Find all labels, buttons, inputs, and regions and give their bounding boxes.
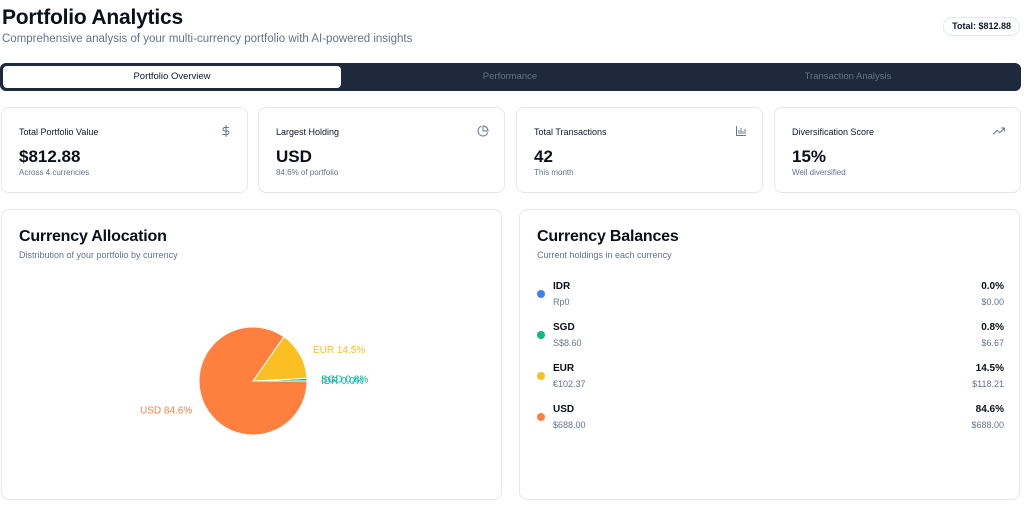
currency-balances-panel: Currency Balances Current holdings in ea… xyxy=(519,209,1020,500)
balance-row-sgd: SGD S$8.60 0.8% $6.67 xyxy=(537,319,1021,353)
currency-code: IDR xyxy=(553,281,571,292)
stat-card-diversification: Diversification Score 15% Well diversifi… xyxy=(774,107,1021,193)
stat-card-largest-holding: Largest Holding USD 84.6% of portfolio xyxy=(258,107,505,193)
balance-row-usd: USD $688.00 84.6% $688.00 xyxy=(537,401,1021,435)
pie-chart-icon xyxy=(477,125,489,137)
trending-up-icon xyxy=(993,127,1005,135)
balance-percent: 0.8% xyxy=(981,322,1004,333)
stat-label: Diversification Score xyxy=(792,127,875,137)
tab-transaction-analysis[interactable]: Transaction Analysis xyxy=(804,71,892,82)
tab-portfolio-overview[interactable]: Portfolio Overview xyxy=(3,66,341,88)
tab-performance[interactable]: Performance xyxy=(482,71,538,82)
balances-title: Currency Balances xyxy=(537,228,679,245)
stat-sub: Across 4 currencies xyxy=(19,168,90,177)
allocation-subtitle: Distribution of your portfolio by curren… xyxy=(19,250,178,260)
stat-card-transactions: Total Transactions 42 This month xyxy=(516,107,763,193)
stat-value: 42 xyxy=(534,147,553,166)
currency-dot-icon xyxy=(537,290,545,298)
pie-label-eur: EUR 14.5% xyxy=(313,345,365,356)
native-balance: $688.00 xyxy=(553,420,586,430)
pie-label-sgd: SGD 0.8% xyxy=(321,374,368,385)
stat-sub: 84.6% of portfolio xyxy=(276,168,339,177)
currency-dot-icon xyxy=(537,372,545,380)
stat-card-total-value: Total Portfolio Value $812.88 Across 4 c… xyxy=(1,107,248,193)
allocation-title: Currency Allocation xyxy=(19,228,167,245)
currency-dot-icon xyxy=(537,413,545,421)
dollar-icon xyxy=(222,125,230,137)
usd-balance: $0.00 xyxy=(981,297,1004,307)
balances-subtitle: Current holdings in each currency xyxy=(537,250,672,260)
stat-sub: Well diversified xyxy=(792,168,846,177)
total-badge: Total: $812.88 xyxy=(943,17,1020,36)
usd-balance: $118.21 xyxy=(972,379,1004,389)
usd-balance: $688.00 xyxy=(971,420,1004,430)
balance-row-idr: IDR Rp0 0.0% $0.00 xyxy=(537,278,1021,312)
stat-label: Largest Holding xyxy=(276,127,340,137)
stat-value: $812.88 xyxy=(19,147,81,166)
usd-balance: $6.67 xyxy=(981,338,1004,348)
native-balance: €102.37 xyxy=(553,379,586,389)
currency-code: USD xyxy=(553,404,575,415)
balance-percent: 84.6% xyxy=(975,404,1004,415)
currency-code: SGD xyxy=(553,322,575,333)
stat-value: USD xyxy=(276,147,312,166)
pie-label-idr: IDR 0.0% xyxy=(321,376,364,387)
bar-chart-icon xyxy=(736,126,746,136)
currency-code: EUR xyxy=(553,363,575,374)
stat-label: Total Portfolio Value xyxy=(19,127,99,137)
stat-value: 15% xyxy=(792,147,827,166)
pie-slice-usd xyxy=(198,326,308,436)
balance-percent: 14.5% xyxy=(975,363,1004,374)
currency-allocation-panel: Currency Allocation Distribution of your… xyxy=(1,209,502,500)
currency-dot-icon xyxy=(537,331,545,339)
page-subtitle: Comprehensive analysis of your multi-cur… xyxy=(2,33,413,45)
page-title: Portfolio Analytics xyxy=(2,6,183,29)
stat-sub: This month xyxy=(534,168,574,177)
balance-percent: 0.0% xyxy=(981,281,1004,292)
native-balance: S$8.60 xyxy=(553,338,582,348)
native-balance: Rp0 xyxy=(553,297,570,307)
stat-label: Total Transactions xyxy=(534,127,607,137)
tab-bar: Portfolio Overview Performance Transacti… xyxy=(0,63,1021,91)
pie-label-usd: USD 84.6% xyxy=(140,406,192,417)
page-header: Portfolio Analytics Comprehensive analys… xyxy=(0,0,1024,56)
allocation-pie-chart: IDR 0.0%SGD 0.8% EUR 14.5% USD 84.6% xyxy=(140,326,368,436)
pie-slice-eur xyxy=(252,335,308,382)
balance-row-eur: EUR €102.37 14.5% $118.21 xyxy=(537,360,1021,394)
